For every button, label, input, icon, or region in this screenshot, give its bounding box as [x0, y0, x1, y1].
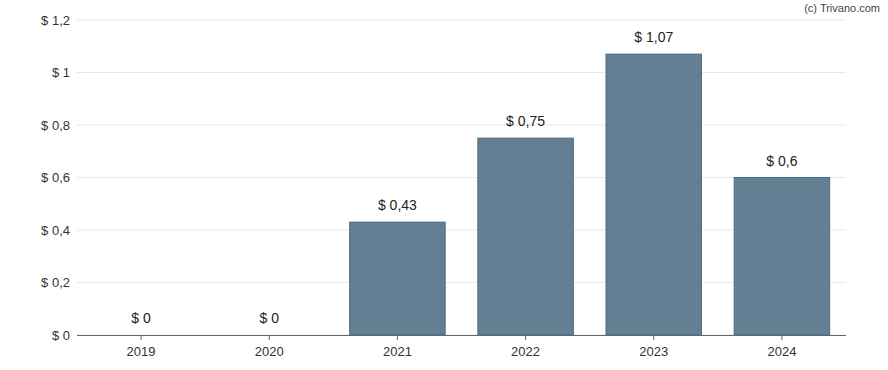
- x-tick: [141, 335, 142, 340]
- bar: [606, 54, 701, 335]
- grid-line: [77, 177, 846, 178]
- x-axis: [77, 335, 846, 336]
- grid-line: [77, 125, 846, 126]
- grid-line: [77, 20, 846, 21]
- y-tick-label: $ 0,4: [41, 223, 70, 238]
- bar: [222, 335, 317, 336]
- data-label: $ 0,6: [766, 153, 797, 169]
- y-tick-label: $ 1,2: [41, 13, 70, 28]
- bar: [734, 178, 829, 336]
- bar: [478, 138, 573, 335]
- x-tick: [653, 335, 654, 340]
- grid-line: [77, 282, 846, 283]
- x-tick: [525, 335, 526, 340]
- x-tick-label: 2023: [639, 344, 668, 359]
- y-tick-label: $ 0,8: [41, 118, 70, 133]
- x-tick-label: 2020: [255, 344, 284, 359]
- chart: $ 0 $ 0,2 $ 0,4 $ 0,6 $ 0,8 $ 1 $ 1,2 2019 2020 2…: [0, 0, 888, 370]
- x-tick: [269, 335, 270, 340]
- grid-line: [77, 72, 846, 73]
- x-tick: [397, 335, 398, 340]
- x-tick-label: 2019: [127, 344, 156, 359]
- x-tick-label: 2021: [383, 344, 412, 359]
- data-label: $ 0,43: [378, 197, 417, 213]
- y-tick-label: $ 0,6: [41, 170, 70, 185]
- bars: [350, 54, 830, 335]
- watermark: (c) Trivano.com: [804, 2, 880, 14]
- grid-line: [77, 230, 846, 231]
- y-tick-label: $ 1: [52, 65, 70, 80]
- data-label: $ 0: [260, 310, 280, 326]
- y-tick-label: $ 0: [52, 328, 70, 343]
- x-tick-label: 2024: [767, 344, 796, 359]
- bar: [350, 222, 445, 335]
- x-tick: [781, 335, 782, 340]
- data-label: $ 0: [131, 310, 151, 326]
- y-tick-label: $ 0,2: [41, 275, 70, 290]
- data-label: $ 0,75: [506, 113, 545, 129]
- data-label: $ 1,07: [634, 29, 673, 45]
- bar: [93, 335, 188, 336]
- x-tick-label: 2022: [511, 344, 540, 359]
- grid-line: [77, 335, 846, 336]
